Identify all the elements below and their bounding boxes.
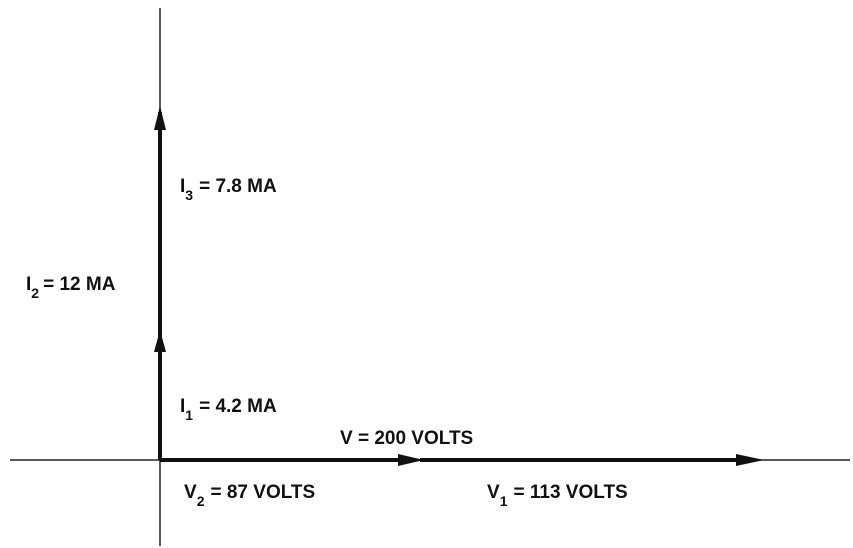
- subscript: 3: [185, 187, 193, 203]
- v1-arrowhead: [736, 454, 764, 466]
- v2-arrowhead: [398, 454, 424, 466]
- i3-arrowhead: [154, 106, 166, 130]
- symbol: I: [26, 274, 31, 295]
- i1-label: I1 = 4.2 MA: [180, 396, 277, 423]
- v2-label: V2 = 87 VOLTS: [184, 482, 315, 509]
- symbol: I: [180, 396, 185, 417]
- subscript: 2: [31, 285, 39, 301]
- label-text: = 7.8 MA: [199, 176, 277, 197]
- label-text: = 113 VOLTS: [513, 482, 627, 503]
- subscript: 1: [500, 493, 508, 509]
- label-text: = 12 MA: [43, 274, 116, 295]
- subscript: 2: [197, 493, 205, 509]
- label-text: = 4.2 MA: [199, 396, 277, 417]
- label-text: = 87 VOLTS: [210, 482, 315, 503]
- symbol: I: [180, 176, 185, 197]
- i1-arrowhead: [154, 330, 166, 352]
- v1-label: V1 = 113 VOLTS: [487, 482, 628, 509]
- symbol: V: [487, 482, 500, 503]
- v-label: V = 200 VOLTS: [340, 428, 473, 449]
- i2-label: I2 = 12 MA: [26, 274, 116, 301]
- i3-label: I3 = 7.8 MA: [180, 176, 277, 203]
- subscript: 1: [185, 407, 193, 423]
- symbol: V: [184, 482, 197, 503]
